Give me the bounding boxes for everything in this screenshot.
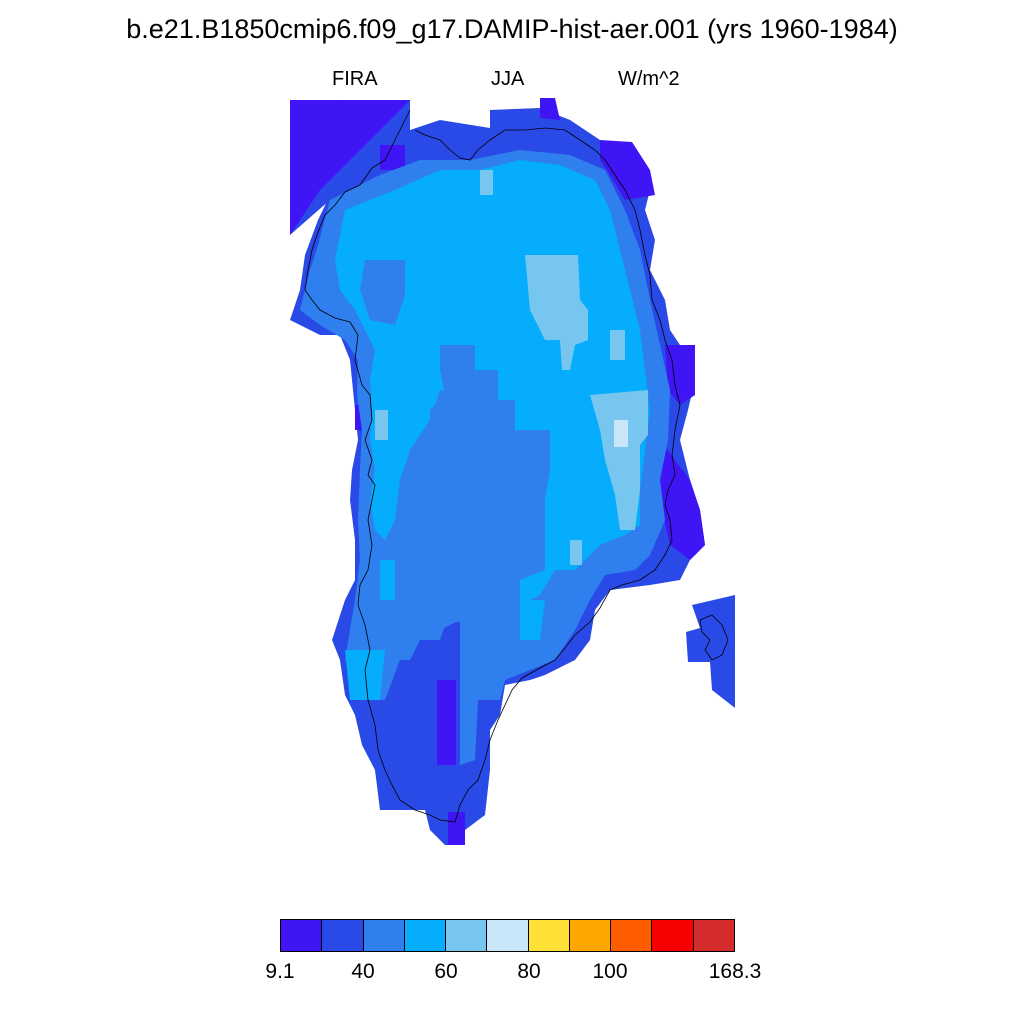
plot-title: b.e21.B1850cmip6.f09_g17.DAMIP-hist-aer.… <box>126 14 898 44</box>
map-layer-c6 <box>614 420 628 447</box>
colorbar-box <box>281 920 323 951</box>
colorbar-label: 80 <box>517 960 541 983</box>
colorbar-box <box>446 920 488 951</box>
map-layer-c5 <box>375 170 648 565</box>
colorbar <box>280 919 735 952</box>
colorbar-label: 168.3 <box>708 960 762 983</box>
colorbar-box <box>693 920 734 951</box>
colorbar-box <box>487 920 529 951</box>
variable-label: FIRA <box>332 68 378 90</box>
season-label: JJA <box>491 68 525 90</box>
colorbar-label: 100 <box>592 960 628 983</box>
colorbar-label: 60 <box>434 960 458 983</box>
colorbar-box <box>404 920 447 951</box>
colorbar-label: 9.1 <box>265 960 295 983</box>
units-label: W/m^2 <box>618 68 680 90</box>
colorbar-box <box>322 920 364 951</box>
colorbar-label: 40 <box>351 960 375 983</box>
map-layer-c3-interior <box>360 260 550 660</box>
coastline <box>304 109 729 823</box>
colorbar-box <box>528 920 570 951</box>
colorbar-box <box>652 920 694 951</box>
colorbar-box <box>363 920 405 951</box>
colorbar-box <box>569 920 612 951</box>
colorbar-box <box>611 920 653 951</box>
